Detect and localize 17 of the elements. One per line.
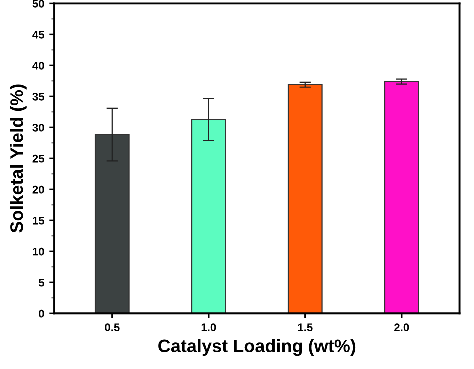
y-tick-label: 40 [32,62,44,70]
y-tick-label: 35 [32,92,44,101]
y-tick-label: 0 [39,310,44,318]
x-tick-label: 1.0 [202,324,216,332]
y-tick-label: 45 [32,31,44,39]
y-tick-label: 25 [32,154,44,163]
x-tick-label: 0.5 [105,324,120,332]
y-tick-label: 20 [32,186,44,194]
x-tick-label: 2.0 [394,324,410,332]
x-tick-label: 1.5 [298,324,313,332]
y-axis-title: Solketal Yield (%) [10,84,27,233]
y-tick-label: 15 [33,217,44,225]
y-tick-label: 5 [38,279,44,287]
y-tick-label: 10 [33,248,44,256]
y-tick-label: 30 [32,124,44,132]
x-axis-title: Catalyst Loading (wt%) [158,339,356,356]
y-tick-label: 50 [32,0,44,8]
